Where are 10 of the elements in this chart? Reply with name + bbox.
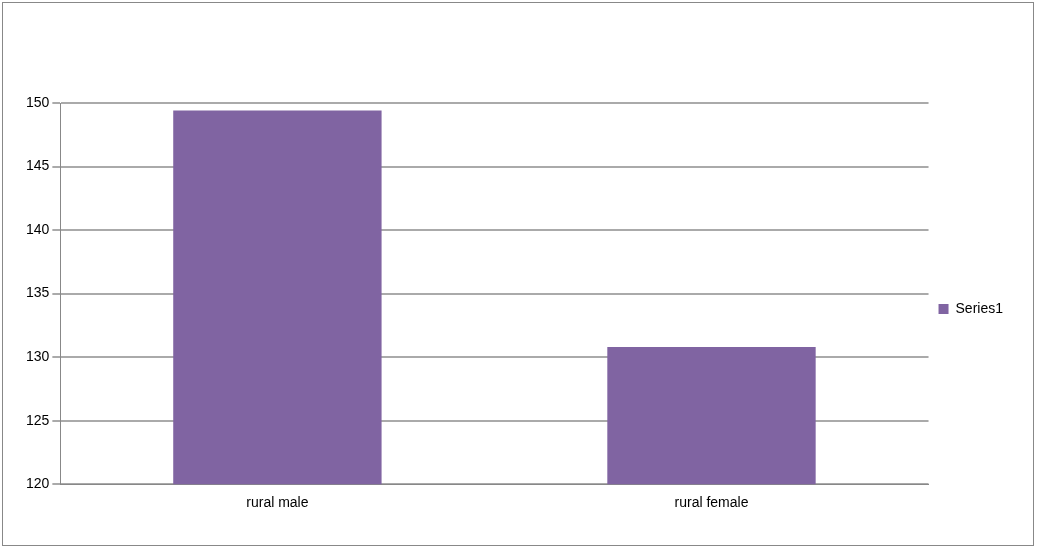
y-tick-label: 120 [26,475,50,492]
x-tick-label: rural male [246,494,309,511]
y-tick-label: 150 [26,93,50,110]
y-tick-label: 125 [26,411,50,428]
y-tick-label: 145 [26,157,50,174]
legend-label: Series1 [955,299,1004,316]
y-tick-label: 130 [26,347,50,364]
x-tick-label: rural female [674,494,749,511]
y-tick-label: 140 [26,220,50,237]
y-tick-label: 135 [26,284,50,301]
